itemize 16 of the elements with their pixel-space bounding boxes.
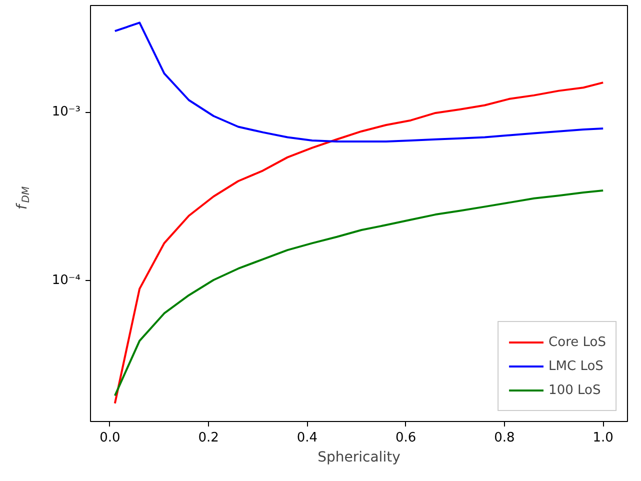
y-tick-label: 10⁻⁴ [52,273,81,288]
legend-label: 100 LoS [548,382,601,398]
x-tick-label: 0.2 [198,430,219,446]
line-series [114,22,604,143]
x-tick-label: 0.6 [396,430,416,446]
x-tick-label: 0.8 [494,430,515,446]
line-series [114,190,604,397]
line-series [114,82,604,404]
x-tick-label: 0.4 [296,430,318,446]
legend-label: LMC LoS [548,358,604,374]
legend-label: Core LoS [548,334,606,350]
x-axis-title: Sphericality [318,450,400,466]
y-tick-label: 10⁻³ [52,104,81,120]
x-tick-label: 1.0 [592,430,614,446]
x-tick-label: 0.0 [100,430,120,446]
y-axis-title: fDM [14,186,32,210]
